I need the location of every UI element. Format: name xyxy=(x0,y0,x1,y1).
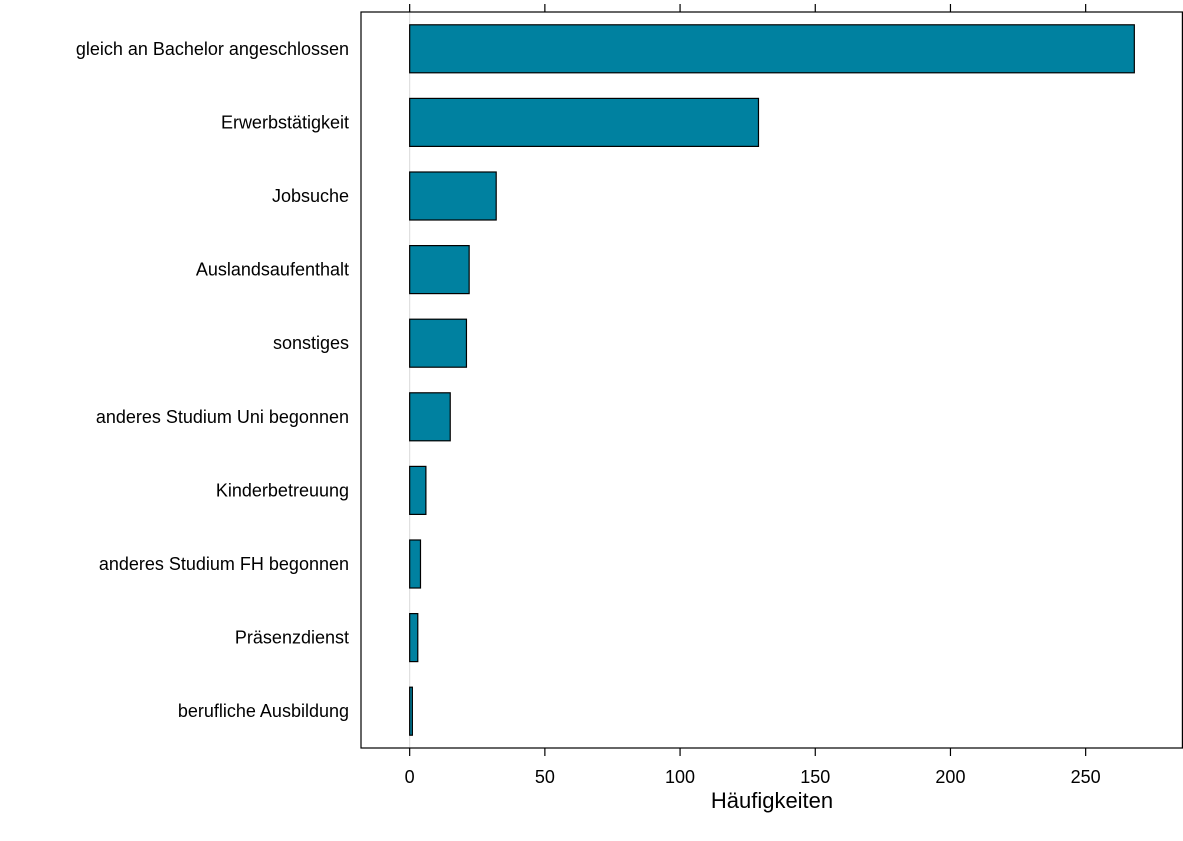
bar-8 xyxy=(409,612,419,663)
x-axis-ticks-group: 0 50 100 150 200 250 xyxy=(405,4,1101,787)
bar-4 xyxy=(409,318,468,368)
plot-frame xyxy=(360,11,1183,749)
category-label-7: anderes Studium FH begonnen xyxy=(99,554,349,574)
x-tick-label-5: 250 xyxy=(1071,767,1101,787)
bar-1 xyxy=(409,97,760,148)
bar-6 xyxy=(409,465,427,515)
category-label-5: anderes Studium Uni begonnen xyxy=(96,407,349,427)
x-axis-title: Häufigkeiten xyxy=(711,788,833,813)
x-tick-label-4: 200 xyxy=(935,767,965,787)
bar-5 xyxy=(409,392,451,442)
category-label-9: berufliche Ausbildung xyxy=(178,701,349,721)
bar-9 xyxy=(409,686,413,736)
category-label-0: gleich an Bachelor angeschlossen xyxy=(76,39,349,59)
category-label-8: Präsenzdienst xyxy=(235,628,349,648)
bars-group xyxy=(409,24,1135,736)
category-label-3: Auslandsaufenthalt xyxy=(196,260,349,280)
category-labels-group: gleich an Bachelor angeschlossen Erwerbst… xyxy=(76,39,349,721)
x-tick-label-0: 0 xyxy=(405,767,415,787)
category-label-2: Jobsuche xyxy=(272,186,349,206)
bar-7 xyxy=(409,539,422,589)
category-label-6: Kinderbetreuung xyxy=(216,480,349,500)
category-label-1: Erwerbstätigkeit xyxy=(221,112,349,132)
bar-3 xyxy=(409,245,470,295)
x-tick-label-3: 150 xyxy=(800,767,830,787)
category-label-4: sonstiges xyxy=(273,333,349,353)
x-tick-label-2: 100 xyxy=(665,767,695,787)
bar-0 xyxy=(409,24,1135,74)
bar-2 xyxy=(409,171,497,221)
x-tick-label-1: 50 xyxy=(535,767,555,787)
